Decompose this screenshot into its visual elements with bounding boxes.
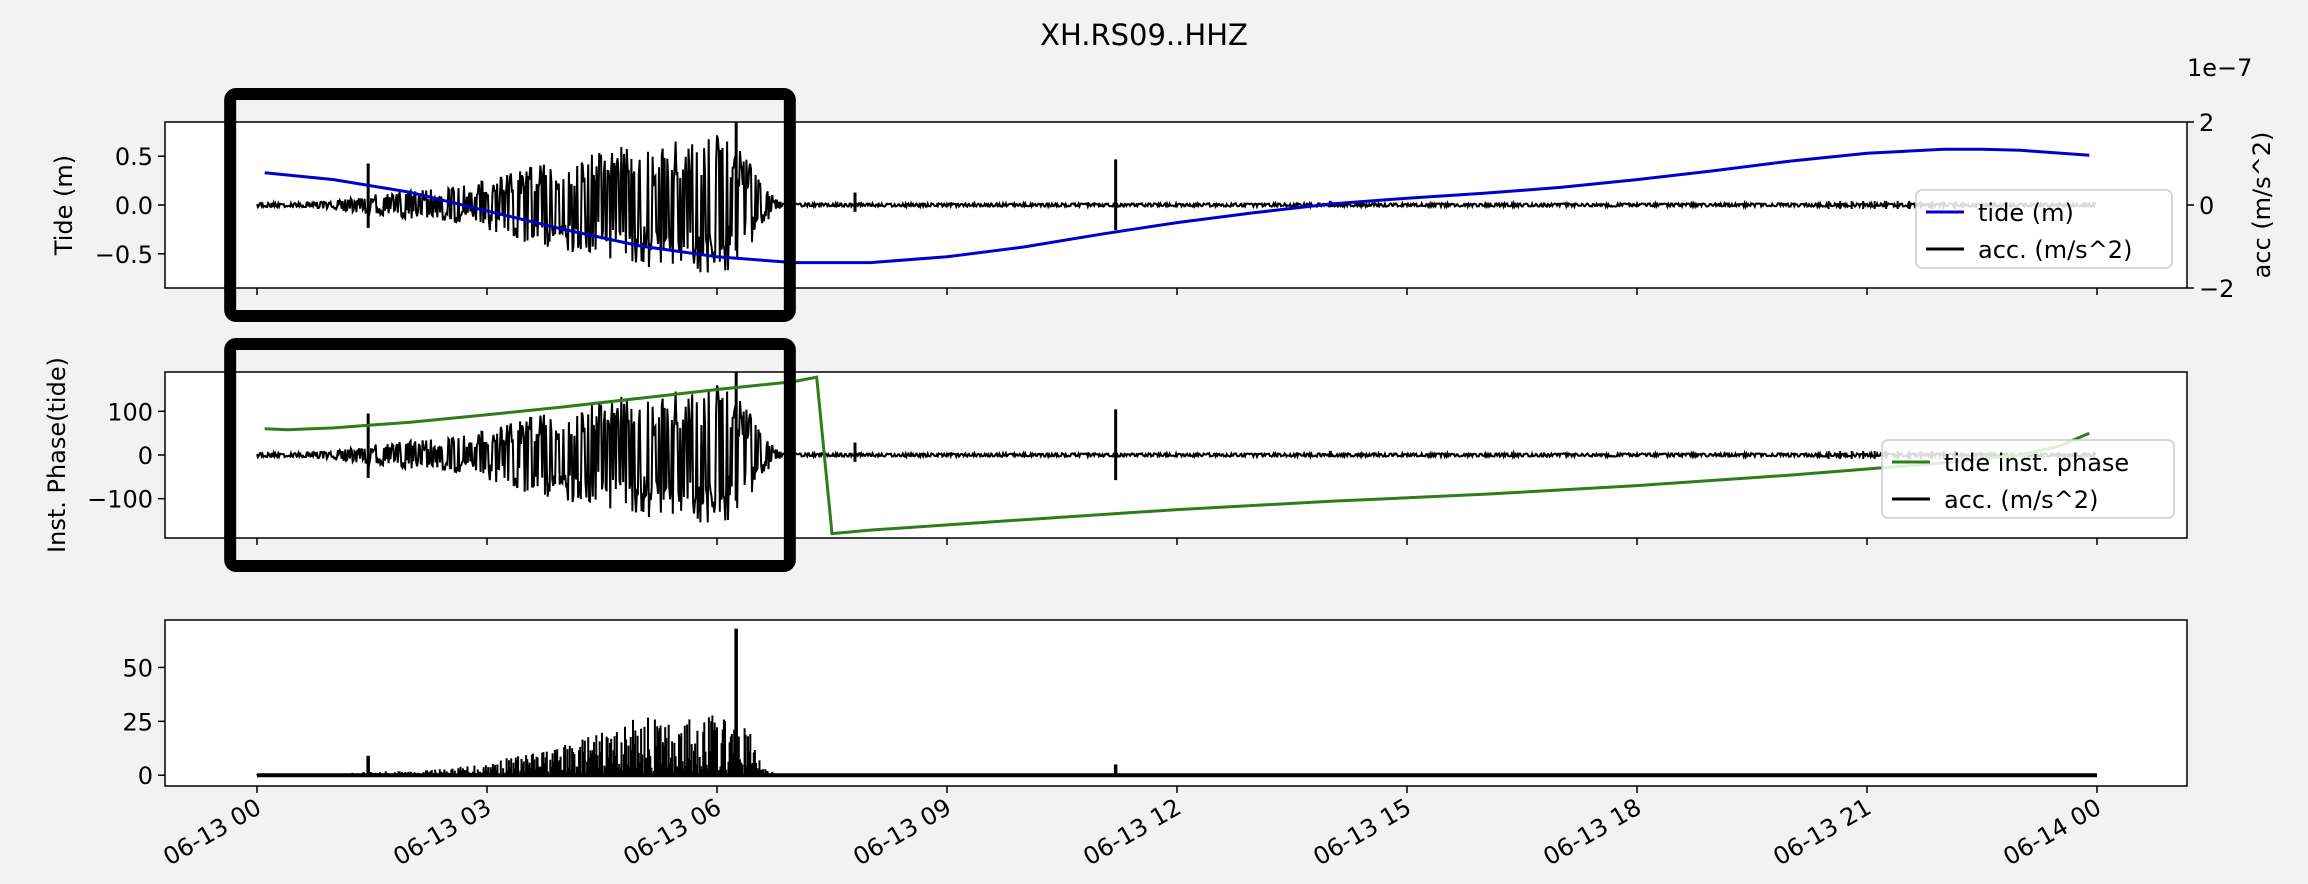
top-acc-line	[256, 135, 2097, 273]
middle-ytick-label: 100	[107, 398, 153, 426]
top-y2label: acc (m/s^2)	[2248, 132, 2276, 279]
top-legend-label: acc. (m/s^2)	[1978, 236, 2132, 264]
figure-title: XH.RS09..HHZ	[1040, 18, 1248, 52]
bottom-plot-area	[165, 620, 2187, 786]
middle-ylabel: Inst. Phase(tide)	[43, 357, 71, 553]
top-y2tick-label: 2	[2199, 109, 2214, 137]
top-ytick-label: −0.5	[95, 241, 153, 269]
panels: 0.5 0.0 −0.5 Tide (m) 2 0 −2 1e−7 acc (m/s^2) tid…	[43, 54, 2276, 793]
middle-legend-label: acc. (m/s^2)	[1944, 486, 2098, 514]
bottom-ytick-label: 50	[122, 654, 153, 682]
highlight-box-middle	[224, 338, 796, 572]
bottom-panel: 50 25 0	[122, 619, 2188, 793]
top-y2tick-label: −2	[2199, 275, 2234, 303]
top-ylabel: Tide (m)	[50, 155, 78, 256]
top-ytick-label: 0.0	[115, 192, 153, 220]
bottom-axes-frame	[164, 619, 2188, 787]
middle-legend-label: tide inst. phase	[1944, 449, 2129, 477]
tide-line	[264, 147, 2090, 265]
top-legend-label: tide (m)	[1978, 199, 2074, 227]
phase-line	[264, 375, 2090, 536]
bottom-ytick-label: 0	[138, 762, 153, 790]
middle-axes-frame	[164, 371, 2188, 539]
middle-ytick-label: −100	[87, 486, 153, 514]
top-ytick-label: 0.5	[115, 143, 153, 171]
middle-panel: 100 0 −100 Inst. Phase(tide) tide inst. phas…	[43, 357, 2188, 553]
middle-ytick-label: 0	[138, 442, 153, 470]
middle-acc-line	[256, 385, 2097, 523]
top-legend	[1915, 189, 2173, 269]
top-panel: 0.5 0.0 −0.5 Tide (m) 2 0 −2 1e−7 acc (m/s^2) tid…	[50, 54, 2276, 303]
middle-legend	[1881, 439, 2175, 519]
top-axes-frame	[164, 121, 2188, 289]
highlight-box-top	[224, 88, 796, 322]
top-y2-offset-text: 1e−7	[2187, 54, 2252, 82]
top-y2tick-label: 0	[2199, 192, 2214, 220]
highlight-boxes	[224, 88, 796, 572]
bottom-ytick-label: 25	[122, 708, 153, 736]
